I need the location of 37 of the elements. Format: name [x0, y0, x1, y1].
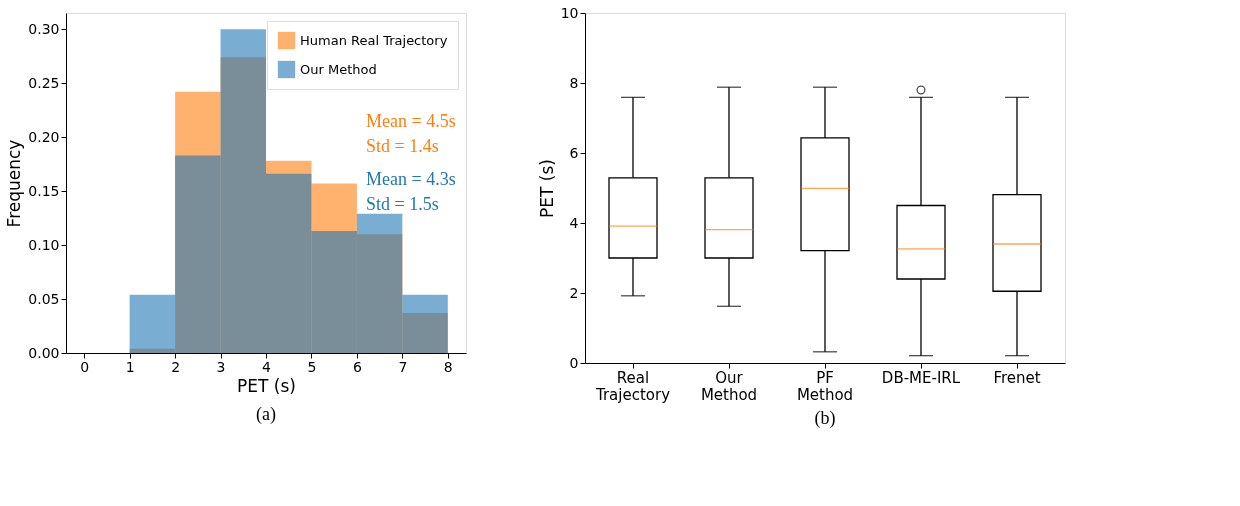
y-axis-title: Frequency [4, 139, 25, 228]
y-tick-label: 0.05 [28, 290, 60, 307]
x-tick-label: 0 [80, 358, 90, 375]
text: (b) [814, 408, 836, 429]
x-tick-label: DB-ME-IRL [881, 368, 961, 387]
x-tick-label: 3 [216, 358, 226, 375]
y-tick-label: 0.15 [28, 182, 60, 199]
legend-label: Our Method [300, 61, 377, 77]
y-tick-label: 0.25 [28, 74, 60, 91]
y-tick-label: 4 [569, 214, 579, 231]
x-tick-label: Frenet [993, 368, 1041, 387]
x-tick-label: 6 [352, 358, 362, 375]
y-tick-label: 0.00 [28, 344, 60, 361]
legend-label: Human Real Trajectory [300, 32, 448, 48]
y-axis-title: PET (s) [536, 159, 557, 218]
x-tick-label: 1 [125, 358, 135, 375]
annotation: Std = 1.5s [366, 193, 439, 214]
y-tick-label: 10 [560, 4, 579, 21]
text: (a) [256, 404, 276, 425]
y-tick-label: 8 [569, 74, 579, 91]
x-tick-label: 5 [307, 358, 317, 375]
x-tick-label: 8 [443, 358, 453, 375]
annotation: Mean = 4.5s [366, 110, 456, 131]
x-tick-label: PF Method [796, 368, 854, 404]
x-tick-label: 7 [398, 358, 408, 375]
y-tick-label: 6 [569, 144, 579, 161]
x-tick-label: 2 [171, 358, 181, 375]
x-axis-title: PET (s) [237, 375, 296, 396]
x-tick-label: Real Trajectory [594, 368, 671, 404]
annotation: Std = 1.4s [366, 135, 439, 156]
x-tick-label: Our Method [700, 368, 758, 404]
y-tick-label: 0.30 [28, 20, 60, 37]
annotation: Mean = 4.3s [366, 168, 456, 189]
y-tick-label: 2 [569, 284, 579, 301]
x-tick-label: 4 [262, 358, 272, 375]
y-tick-label: 0.10 [28, 236, 60, 253]
y-tick-label: 0.20 [28, 128, 60, 145]
